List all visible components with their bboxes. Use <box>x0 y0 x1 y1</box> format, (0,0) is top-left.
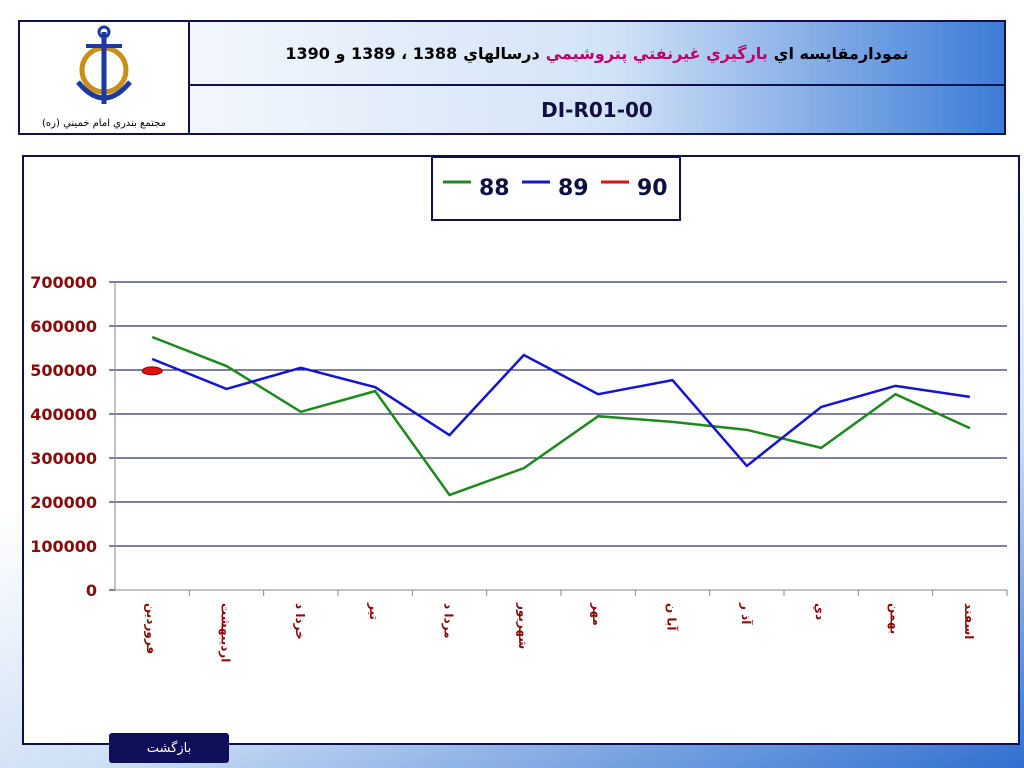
chart-frame <box>22 155 1020 745</box>
x-tick-label: تير <box>367 602 381 620</box>
x-tick-label: فروردين <box>143 603 158 654</box>
series-line <box>151 353 971 468</box>
y-tick-label: 700000 <box>30 273 97 292</box>
y-tick-label: 400000 <box>30 405 97 424</box>
y-tick-label: 300000 <box>30 449 97 468</box>
x-tick-label: مهر <box>590 602 604 626</box>
y-tick-label: 600000 <box>30 317 97 336</box>
title-part: نمودارمقايسه اي <box>773 43 909 63</box>
title-part: بارگيري غيرنفتي پتروشيمي <box>545 43 768 63</box>
logo-caption: مجتمع بندري امام خميني (ره) <box>42 118 166 129</box>
x-tick-label: مردا د <box>442 603 456 639</box>
y-tick-label: 0 <box>86 581 97 600</box>
title-part: 1388 ، 1389 و 1390 <box>285 43 458 63</box>
x-tick-label: دي <box>813 603 827 620</box>
x-tick-label: بهمن <box>888 603 902 634</box>
header: مجتمع بندري امام خميني (ره) نمودارمقايسه… <box>18 20 1006 135</box>
title: نمودارمقايسه اي بارگيري غيرنفتي پتروشيمي د… <box>190 22 1004 86</box>
legend-label: 88 <box>479 176 510 201</box>
y-tick-label: 200000 <box>30 493 97 512</box>
logo: مجتمع بندري امام خميني (ره) <box>20 22 190 133</box>
logo-icon <box>76 25 132 104</box>
x-tick-label: ارديبهشت <box>219 603 233 662</box>
y-tick-label: 500000 <box>30 361 97 380</box>
x-tick-label: خردا د <box>293 603 307 640</box>
x-tick-label: شهريور <box>515 602 530 649</box>
x-tick-label: آبا ن <box>665 603 680 631</box>
legend-label: 89 <box>558 176 589 201</box>
back-button[interactable]: بازگشت <box>109 733 229 763</box>
point <box>141 366 163 376</box>
x-tick-label: اسفند <box>962 603 976 639</box>
doc-code: DI-R01-00 <box>541 97 653 122</box>
x-tick-label: آذ ر <box>739 602 754 625</box>
series-line <box>151 335 971 497</box>
title-part: درسالهاي <box>463 43 540 63</box>
legend-label: 90 <box>637 176 668 201</box>
y-tick-label: 100000 <box>30 537 97 556</box>
legend-box <box>431 156 681 221</box>
